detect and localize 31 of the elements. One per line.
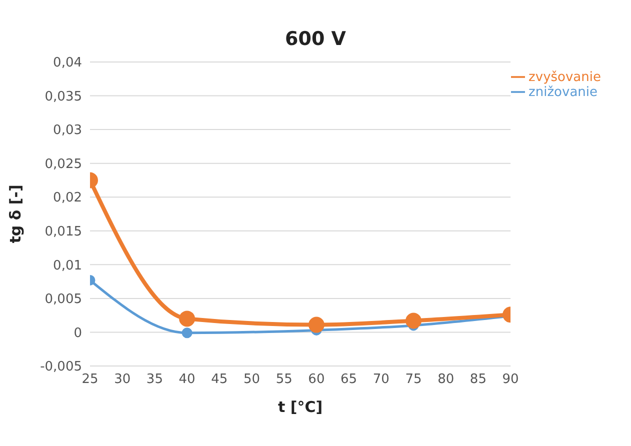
x-tick-label: 60 <box>308 372 325 388</box>
y-tick-label: -0,005 <box>40 360 82 375</box>
y-tick-label: 0,01 <box>53 258 82 274</box>
x-tick-label: 90 <box>502 372 519 388</box>
y-tick-label: 0,03 <box>53 123 82 138</box>
y-axis-title: tg δ [-] <box>6 184 24 244</box>
x-tick-label: 40 <box>178 372 196 388</box>
x-tick-label: 55 <box>276 372 292 388</box>
x-tick-label: 75 <box>405 372 422 388</box>
x-tick-label: 65 <box>340 372 358 388</box>
legend-label: zvyšovanie <box>528 70 601 85</box>
legend-label: znižovanie <box>528 85 598 100</box>
y-tick-label: 0,005 <box>44 292 82 308</box>
x-tick-label: 45 <box>211 372 228 388</box>
y-tick-label: 0,04 <box>53 56 82 71</box>
y-tick-label: 0,015 <box>44 224 82 240</box>
x-tick-label: 50 <box>243 372 260 388</box>
x-tick-label: 35 <box>146 372 163 388</box>
chart-title: 600 V <box>284 28 347 50</box>
y-tick-label: 0 <box>74 326 82 341</box>
x-tick-label: 70 <box>372 372 390 388</box>
point <box>179 310 196 327</box>
x-tick-label: 30 <box>114 372 131 388</box>
point <box>308 316 324 333</box>
y-tick-label: 0,035 <box>44 89 82 104</box>
x-axis-title: t [°C] <box>278 398 323 416</box>
x-tick-label: 25 <box>82 372 98 388</box>
y-tick-label: 0,025 <box>44 156 82 172</box>
y-tick-label: 0,02 <box>53 190 82 206</box>
x-tick-label: 85 <box>470 372 486 388</box>
x-tick-label: 80 <box>438 372 454 388</box>
